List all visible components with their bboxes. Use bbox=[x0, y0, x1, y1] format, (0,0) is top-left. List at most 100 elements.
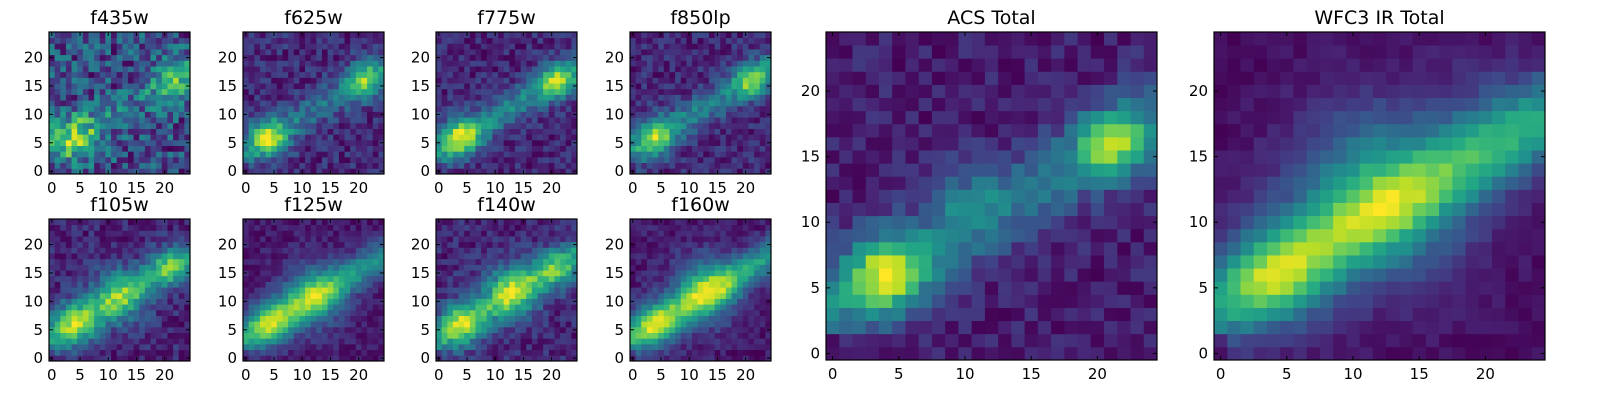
heatmap-cell bbox=[276, 117, 283, 124]
heatmap-cell bbox=[509, 332, 516, 339]
heatmap-cell bbox=[99, 83, 106, 90]
heatmap-cell bbox=[554, 128, 561, 135]
heatmap-cell bbox=[60, 71, 67, 78]
heatmap-cell bbox=[161, 281, 168, 288]
heatmap-cell bbox=[243, 236, 250, 243]
heatmap-cell bbox=[686, 292, 693, 299]
heatmap-cell bbox=[350, 332, 357, 339]
heatmap-cell bbox=[361, 332, 368, 339]
heatmap-cell bbox=[259, 338, 266, 345]
heatmap-cell bbox=[60, 156, 67, 164]
heatmap-cell bbox=[481, 264, 488, 271]
heatmap-cell bbox=[127, 94, 134, 101]
heatmap-cell bbox=[355, 139, 362, 146]
heatmap-cell bbox=[526, 287, 533, 294]
heatmap-cell bbox=[531, 122, 538, 129]
heatmap-cell bbox=[765, 315, 772, 322]
heatmap-cell bbox=[441, 88, 448, 95]
heatmap-cell bbox=[178, 241, 185, 248]
heatmap-cell bbox=[441, 230, 448, 237]
heatmap-cell bbox=[65, 230, 72, 237]
heatmap-cell bbox=[509, 236, 516, 243]
heatmap-cell bbox=[139, 275, 146, 282]
heatmap-cell bbox=[65, 309, 72, 316]
heatmap-cell bbox=[372, 77, 379, 84]
heatmap-cell bbox=[680, 88, 687, 95]
heatmap-cell bbox=[436, 122, 443, 129]
heatmap-cell bbox=[742, 298, 749, 305]
heatmap-cell bbox=[60, 304, 67, 311]
heatmap-cell bbox=[498, 219, 505, 226]
heatmap-cell bbox=[486, 145, 493, 152]
y-tick-label: 0 bbox=[420, 162, 430, 180]
heatmap-cell bbox=[248, 253, 255, 260]
heatmap-cell bbox=[88, 321, 95, 328]
heatmap-cell bbox=[469, 71, 476, 78]
heatmap-cell bbox=[475, 54, 482, 61]
heatmap-cell bbox=[293, 37, 300, 44]
heatmap-cell bbox=[560, 54, 567, 61]
heatmap-cell bbox=[731, 338, 738, 345]
heatmap-cell bbox=[737, 349, 744, 356]
heatmap-cell bbox=[697, 134, 704, 141]
heatmap-cell bbox=[514, 343, 521, 351]
heatmap-cell bbox=[122, 258, 129, 265]
heatmap-cell bbox=[469, 111, 476, 118]
heatmap-cell bbox=[344, 49, 351, 56]
heatmap-cell bbox=[361, 247, 368, 254]
heatmap-cell bbox=[675, 156, 682, 164]
heatmap-cell bbox=[316, 71, 323, 78]
heatmap-cell bbox=[464, 117, 471, 124]
heatmap-cell bbox=[526, 332, 533, 339]
heatmap-cell bbox=[248, 162, 255, 169]
heatmap-cell bbox=[469, 230, 476, 237]
heatmap-cell bbox=[144, 94, 151, 101]
heatmap-cell bbox=[65, 111, 72, 118]
heatmap-cell bbox=[565, 287, 572, 294]
heatmap-cell bbox=[742, 60, 749, 67]
heatmap-cell bbox=[361, 32, 368, 39]
heatmap-cell bbox=[243, 253, 250, 260]
heatmap-cell bbox=[372, 32, 379, 39]
heatmap-cell bbox=[708, 349, 715, 356]
heatmap-cell bbox=[708, 355, 715, 362]
heatmap-cell bbox=[305, 100, 312, 107]
heatmap-cell bbox=[122, 77, 129, 84]
heatmap-cell bbox=[327, 122, 334, 129]
heatmap-cell bbox=[282, 100, 289, 107]
heatmap-cell bbox=[355, 309, 362, 316]
heatmap-cell bbox=[54, 94, 61, 101]
heatmap-cell bbox=[554, 258, 561, 265]
heatmap-cell bbox=[703, 343, 710, 351]
heatmap-cell bbox=[282, 66, 289, 73]
heatmap-cell bbox=[464, 162, 471, 169]
heatmap-cell bbox=[99, 304, 106, 311]
heatmap-cell bbox=[458, 145, 465, 152]
heatmap-cell bbox=[697, 60, 704, 67]
heatmap-cell bbox=[167, 355, 174, 362]
heatmap-cell bbox=[526, 156, 533, 164]
heatmap-cell bbox=[543, 230, 550, 237]
heatmap-cell bbox=[94, 253, 101, 260]
heatmap-cell bbox=[498, 134, 505, 141]
heatmap-cell bbox=[560, 100, 567, 107]
heatmap-cell bbox=[492, 247, 499, 254]
heatmap-cell bbox=[436, 43, 443, 50]
heatmap-cell bbox=[271, 338, 278, 345]
x-tick-label: 0 bbox=[47, 179, 57, 197]
heatmap-cell bbox=[327, 151, 334, 158]
heatmap-cell bbox=[692, 134, 699, 141]
heatmap-cell bbox=[520, 298, 527, 305]
heatmap-cell bbox=[367, 60, 374, 67]
heatmap-cell bbox=[122, 94, 129, 101]
heatmap-cell bbox=[144, 338, 151, 345]
heatmap-cell bbox=[635, 117, 642, 124]
heatmap-cell bbox=[498, 43, 505, 50]
heatmap-cell bbox=[299, 77, 306, 84]
heatmap-cell bbox=[486, 332, 493, 339]
heatmap-cell bbox=[531, 292, 538, 299]
heatmap-cell bbox=[554, 37, 561, 44]
heatmap-cell bbox=[464, 298, 471, 305]
heatmap-cell bbox=[641, 43, 648, 50]
heatmap-cell bbox=[333, 292, 340, 299]
